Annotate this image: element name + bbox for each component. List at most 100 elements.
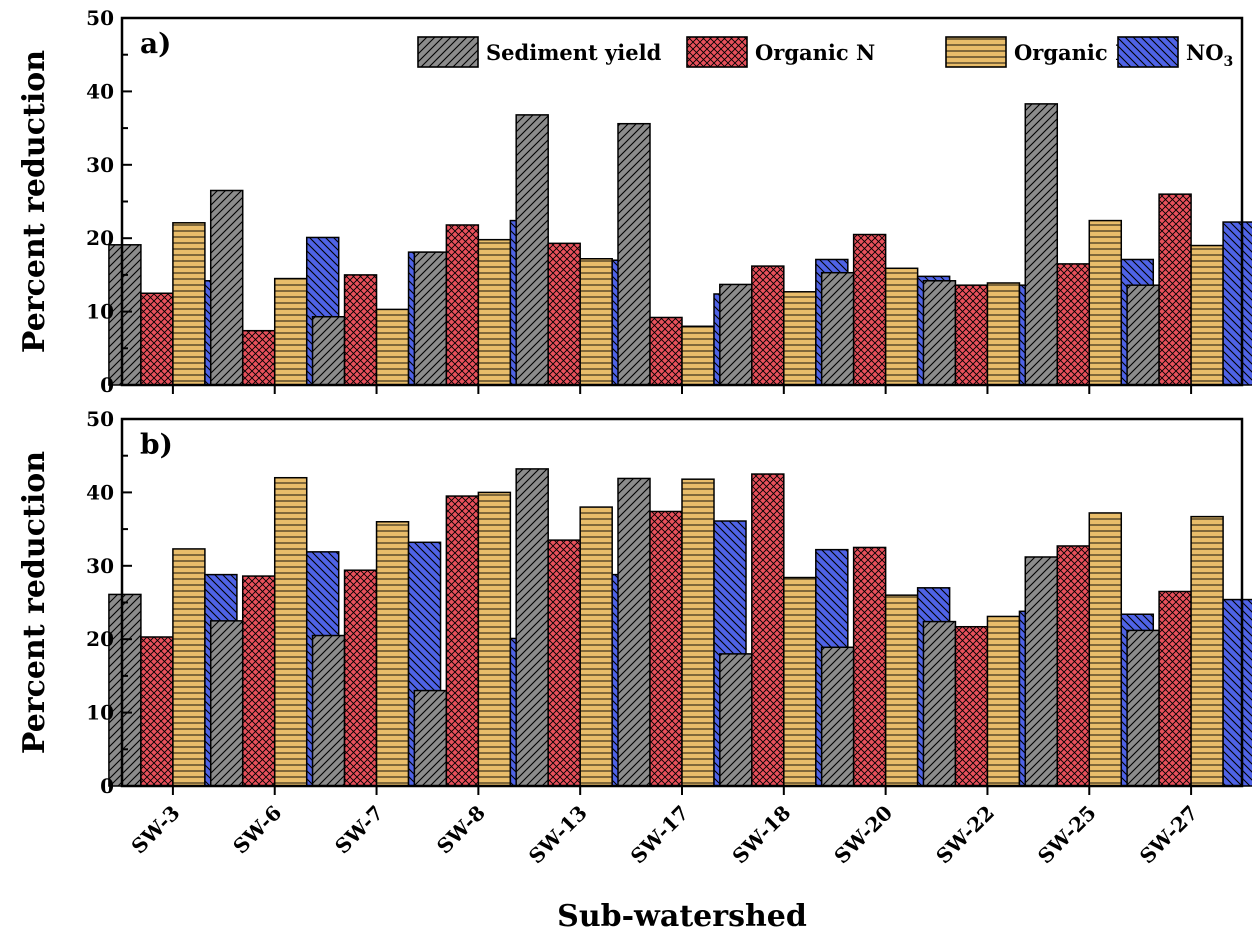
bars-panel-a xyxy=(108,103,1252,386)
legend-label-organic-p: Organic P xyxy=(1014,40,1131,65)
y-axis-title-b: Percent reduction xyxy=(17,451,52,754)
legend-label-organic-n: Organic N xyxy=(755,40,875,65)
bar-b-organic-n-sw-20 xyxy=(852,546,887,787)
panel-a: 0 10 20 30 40 50 a) Percent reduction xyxy=(17,6,1252,397)
category-label: SW-3 xyxy=(126,801,184,859)
x-axis-ticks-b xyxy=(171,786,1193,795)
category-label: SW-17 xyxy=(626,801,694,869)
bar-b-sediment-sw-27 xyxy=(1126,629,1160,787)
y-tick-label-b: 40 xyxy=(86,480,114,504)
category-label: SW-13 xyxy=(524,801,592,869)
bar-b-organic-p-sw-18 xyxy=(783,576,817,787)
category-label: SW-7 xyxy=(330,801,388,859)
bar-a-organic-p-sw-3 xyxy=(172,222,206,386)
y-tick-label-a: 10 xyxy=(86,300,114,324)
bar-a-sediment-sw-3 xyxy=(108,244,142,386)
y-tick-label-b: 30 xyxy=(86,554,114,578)
y-axis-ticks-a: 0 10 20 30 40 50 xyxy=(86,6,132,397)
x-axis-ticks-a xyxy=(171,385,1193,394)
bar-b-organic-n-sw-27 xyxy=(1158,590,1192,787)
category-label: SW-25 xyxy=(1033,801,1101,869)
bar-a-sediment-sw-13 xyxy=(515,114,549,386)
bar-b-organic-p-sw-17 xyxy=(681,478,715,787)
bar-b-sediment-sw-18 xyxy=(719,653,753,787)
bar-a-sediment-sw-7 xyxy=(311,315,346,386)
category-label: SW-27 xyxy=(1135,801,1203,869)
y-tick-label-a: 20 xyxy=(86,226,114,250)
y-tick-label-b: 10 xyxy=(86,701,114,725)
x-axis-category-labels: SW-3 SW-6 SW-7 SW-8 SW-13 SW-17 SW-18 SW-20 SW-2… xyxy=(126,801,1202,869)
legend-swatch-organic-p xyxy=(945,36,1007,68)
category-label: SW-18 xyxy=(728,801,796,869)
bar-a-sediment-sw-25 xyxy=(1024,103,1059,386)
bar-b-organic-n-sw-22 xyxy=(954,625,989,787)
y-tick-label-b: 0 xyxy=(100,774,114,798)
legend-swatch-sediment xyxy=(417,36,479,68)
legend-label-no3: NO3 xyxy=(1186,40,1233,70)
bar-b-sediment-sw-7 xyxy=(311,634,346,787)
bar-b-organic-p-sw-20 xyxy=(884,594,919,787)
bar-a-organic-p-sw-8 xyxy=(477,238,512,386)
bar-a-organic-n-sw-22 xyxy=(954,284,989,386)
legend-swatch-organic-n xyxy=(686,36,748,68)
bar-a-sediment-sw-18 xyxy=(719,283,753,386)
bar-a-organic-n-sw-3 xyxy=(140,292,174,386)
bar-a-organic-p-sw-18 xyxy=(783,291,817,386)
bar-a-organic-n-sw-27 xyxy=(1158,193,1192,386)
bar-b-organic-p-sw-22 xyxy=(986,615,1021,787)
bar-a-sediment-sw-22 xyxy=(922,280,957,386)
category-label: SW-22 xyxy=(931,801,999,869)
bar-b-organic-p-sw-25 xyxy=(1088,512,1123,787)
y-tick-label-a: 0 xyxy=(100,373,114,397)
bar-b-organic-p-sw-8 xyxy=(477,491,512,787)
y-tick-label-a: 30 xyxy=(86,153,114,177)
bar-b-organic-p-sw-13 xyxy=(579,506,613,787)
bar-a-organic-n-sw-20 xyxy=(852,233,887,386)
bar-b-sediment-sw-17 xyxy=(617,477,651,787)
bar-b-organic-n-sw-7 xyxy=(343,569,378,787)
bar-a-sediment-sw-8 xyxy=(413,251,448,386)
bar-b-organic-n-sw-18 xyxy=(751,473,785,787)
bar-a-organic-n-sw-18 xyxy=(751,265,785,386)
bar-a-organic-p-sw-25 xyxy=(1088,219,1123,386)
legend-subscript: 3 xyxy=(1224,54,1234,70)
bar-a-organic-p-sw-20 xyxy=(884,267,919,386)
category-label: SW-6 xyxy=(228,801,286,859)
bar-b-sediment-sw-6 xyxy=(209,620,244,787)
bar-b-sediment-sw-13 xyxy=(515,468,549,787)
bar-a-sediment-sw-20 xyxy=(820,271,855,386)
bar-b-no3-sw-27 xyxy=(1222,598,1252,787)
bar-b-organic-p-sw-7 xyxy=(375,521,410,787)
y-tick-label-a: 50 xyxy=(86,6,114,30)
bar-a-sediment-sw-17 xyxy=(617,122,651,386)
bar-b-organic-n-sw-25 xyxy=(1056,545,1091,787)
bar-a-organic-p-sw-22 xyxy=(986,282,1021,386)
bar-a-organic-p-sw-13 xyxy=(579,258,613,386)
y-tick-label-b: 20 xyxy=(86,627,114,651)
bar-a-organic-n-sw-7 xyxy=(343,274,378,386)
y-axis-ticks-b: 0 10 20 30 40 50 xyxy=(86,407,132,798)
bar-a-organic-p-sw-17 xyxy=(681,325,715,386)
bar-a-sediment-sw-6 xyxy=(209,189,244,386)
bar-a-no3-sw-27 xyxy=(1222,221,1252,386)
bars-panel-b xyxy=(108,468,1252,787)
y-tick-label-a: 40 xyxy=(86,79,114,103)
bar-b-sediment-sw-20 xyxy=(820,646,855,787)
legend-swatch-no3 xyxy=(1117,36,1179,68)
legend: Sediment yield Organic N Organic P NO3 xyxy=(417,36,1233,70)
y-tick-label-b: 50 xyxy=(86,407,114,431)
bar-b-sediment-sw-3 xyxy=(108,593,142,787)
bar-b-organic-n-sw-6 xyxy=(241,575,276,787)
bar-b-sediment-sw-8 xyxy=(413,689,448,787)
bar-b-organic-p-sw-3 xyxy=(172,548,206,787)
bar-a-organic-n-sw-6 xyxy=(241,329,276,386)
bar-a-organic-n-sw-25 xyxy=(1056,263,1091,386)
bar-a-organic-n-sw-8 xyxy=(445,224,480,386)
bar-b-organic-p-sw-27 xyxy=(1190,515,1224,787)
bar-b-organic-n-sw-13 xyxy=(547,539,581,787)
bar-a-organic-p-sw-7 xyxy=(375,308,410,386)
bar-b-sediment-sw-22 xyxy=(922,620,957,787)
y-axis-title-a: Percent reduction xyxy=(17,50,52,353)
